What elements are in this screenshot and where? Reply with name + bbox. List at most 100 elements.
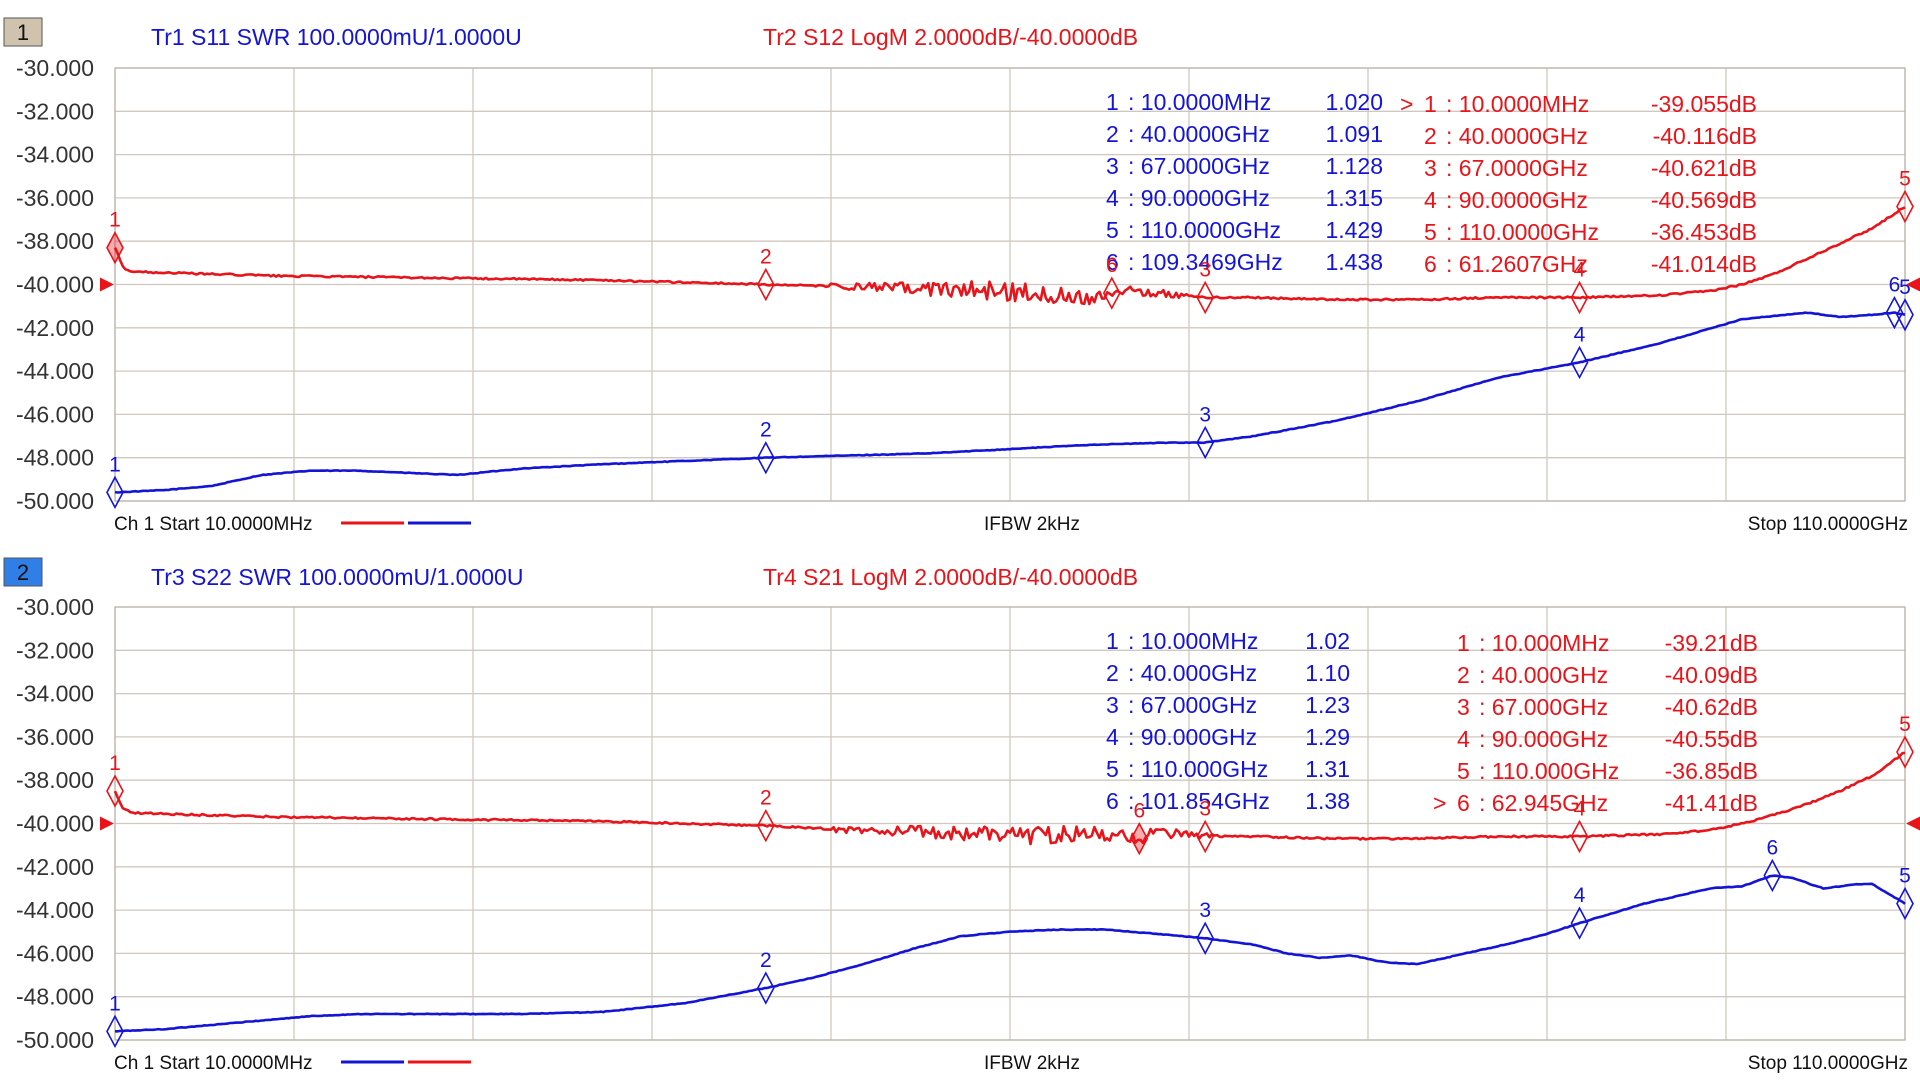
y-tick-label: -30.000 bbox=[16, 594, 94, 620]
marker-readout-value: -36.85dB bbox=[1665, 758, 1758, 784]
marker-number: 2 bbox=[760, 246, 772, 269]
marker-number: 3 bbox=[1199, 899, 1211, 922]
marker-number: 6 bbox=[1106, 254, 1118, 277]
marker-number: 3 bbox=[1199, 797, 1211, 820]
marker-readout-frequency: : 90.000GHz bbox=[1128, 724, 1257, 750]
window-badge bbox=[3, 557, 43, 587]
marker-readout-value: -41.41dB bbox=[1665, 790, 1758, 816]
marker-diamond bbox=[1885, 295, 1904, 330]
marker-readout-number: 5 bbox=[1457, 758, 1470, 784]
marker-readout-value: 1.23 bbox=[1305, 692, 1350, 718]
marker-diamond bbox=[1570, 906, 1589, 940]
marker-diamond bbox=[106, 1014, 124, 1049]
marker-number: 6 bbox=[1767, 836, 1779, 859]
marker-readout-frequency: : 40.000GHz bbox=[1479, 662, 1608, 688]
y-tick-label: -40.000 bbox=[16, 811, 94, 837]
marker-number: 1 bbox=[109, 453, 121, 476]
marker-readout-frequency: : 101.854GHz bbox=[1128, 788, 1270, 814]
marker-readout-number: 2 bbox=[1457, 662, 1470, 688]
trace-line bbox=[114, 311, 1906, 494]
marker-readout-value: -40.55dB bbox=[1665, 726, 1758, 752]
y-tick-label: -46.000 bbox=[16, 401, 94, 427]
marker-readout-value: -40.09dB bbox=[1665, 662, 1758, 688]
marker-readout-number: 4 bbox=[1106, 724, 1119, 750]
marker-number: 5 bbox=[1899, 713, 1911, 736]
marker-readout-frequency: : 10.0000MHz bbox=[1446, 91, 1589, 117]
reference-level-arrow bbox=[1906, 277, 1920, 292]
active-marker-indicator: > bbox=[1433, 790, 1446, 816]
y-tick-label: -38.000 bbox=[16, 767, 94, 793]
marker-readout-number: 3 bbox=[1424, 155, 1437, 181]
marker-readout-value: 1.38 bbox=[1305, 788, 1350, 814]
active-marker-indicator: > bbox=[1400, 91, 1413, 117]
marker-number: 5 bbox=[1899, 276, 1911, 299]
marker-readout-value: -40.116dB bbox=[1653, 123, 1757, 149]
marker-readout-frequency: : 90.0000GHz bbox=[1128, 185, 1270, 211]
marker-diamond bbox=[1196, 425, 1215, 460]
marker-readout-value: -40.62dB bbox=[1665, 694, 1758, 720]
y-tick-label: -36.000 bbox=[16, 185, 94, 211]
marker-readout-frequency: : 67.000GHz bbox=[1479, 694, 1608, 720]
marker-diamond bbox=[106, 475, 124, 510]
trace-line bbox=[113, 751, 1906, 846]
marker-readout-value: 1.31 bbox=[1305, 756, 1350, 782]
marker-readout-value: -39.055dB bbox=[1651, 91, 1757, 117]
marker-number: 6 bbox=[1133, 800, 1145, 823]
marker-readout-frequency: : 10.000MHz bbox=[1128, 628, 1258, 654]
marker-diamond bbox=[756, 808, 775, 843]
marker-readout-value: -40.569dB bbox=[1651, 187, 1757, 213]
marker-readout-value: 1.429 bbox=[1325, 217, 1383, 243]
marker-readout-frequency: : 40.0000GHz bbox=[1128, 121, 1270, 147]
marker-diamond bbox=[1763, 858, 1782, 893]
marker-diamond bbox=[1570, 280, 1589, 315]
marker-readout-number: 2 bbox=[1424, 123, 1437, 149]
y-tick-label: -50.000 bbox=[16, 1027, 94, 1053]
marker-readout-value: 1.315 bbox=[1325, 185, 1383, 211]
plot-frame bbox=[114, 67, 1906, 502]
marker-number: 3 bbox=[1199, 258, 1211, 281]
marker-number: 4 bbox=[1574, 323, 1586, 346]
marker-number: 1 bbox=[109, 992, 121, 1015]
y-tick-label: -38.000 bbox=[16, 228, 94, 254]
chart-window-2: 2 Tr3 S22 SWR 100.0000mU/1.0000U Tr4 S21 L… bbox=[3, 557, 1920, 1074]
y-tick-label: -50.000 bbox=[16, 488, 94, 514]
window-number: 2 bbox=[17, 560, 29, 585]
marker-readout-value: -39.21dB bbox=[1665, 630, 1758, 656]
marker-readout-frequency: : 109.3469GHz bbox=[1128, 249, 1283, 275]
trace-line bbox=[113, 206, 1906, 306]
footer-ifbw: IFBW 2kHz bbox=[984, 1053, 1080, 1074]
marker-readout-frequency: : 40.000GHz bbox=[1128, 660, 1257, 686]
marker-readout-number: 3 bbox=[1457, 694, 1470, 720]
y-tick-label: -36.000 bbox=[16, 724, 94, 750]
marker-number: 1 bbox=[109, 752, 121, 775]
footer-stop: Stop 110.0000GHz bbox=[1748, 514, 1908, 535]
marker-diamond bbox=[756, 971, 775, 1005]
y-tick-label: -48.000 bbox=[16, 984, 94, 1010]
marker-number: 3 bbox=[1199, 404, 1211, 427]
marker-readout-frequency: : 110.0000GHz bbox=[1128, 217, 1281, 243]
reference-level-arrow bbox=[100, 277, 114, 292]
y-tick-label: -32.000 bbox=[16, 637, 94, 663]
marker-diamond bbox=[756, 441, 775, 475]
window-number: 1 bbox=[17, 20, 29, 45]
marker-readout-frequency: : 67.0000GHz bbox=[1446, 155, 1588, 181]
marker-number: 2 bbox=[760, 787, 772, 810]
y-tick-label: -44.000 bbox=[16, 358, 94, 384]
marker-readout-frequency: : 110.0000GHz bbox=[1446, 219, 1599, 245]
y-tick-label: -46.000 bbox=[16, 940, 94, 966]
marker-readout-number: 6 bbox=[1106, 788, 1119, 814]
marker-number: 6 bbox=[1889, 274, 1901, 297]
chart-window-1: 1 Tr1 S11 SWR 100.0000mU/1.0000U Tr2 S12 L… bbox=[3, 17, 1920, 535]
marker-readout-frequency: : 10.000MHz bbox=[1479, 630, 1609, 656]
marker-readout-frequency: : 110.000GHz bbox=[1479, 758, 1619, 784]
footer-ifbw: IFBW 2kHz bbox=[984, 514, 1080, 535]
marker-readout-value: 1.29 bbox=[1305, 724, 1350, 750]
trace-line bbox=[114, 874, 1906, 1033]
marker-number: 4 bbox=[1574, 258, 1586, 281]
marker-readout-value: 1.02 bbox=[1305, 628, 1350, 654]
marker-readout-number: 6 bbox=[1106, 249, 1119, 275]
marker-readout-frequency: : 110.000GHz bbox=[1128, 756, 1268, 782]
marker-number: 5 bbox=[1899, 168, 1911, 191]
trace-header: Tr4 S21 LogM 2.0000dB/-40.0000dB bbox=[763, 564, 1138, 590]
